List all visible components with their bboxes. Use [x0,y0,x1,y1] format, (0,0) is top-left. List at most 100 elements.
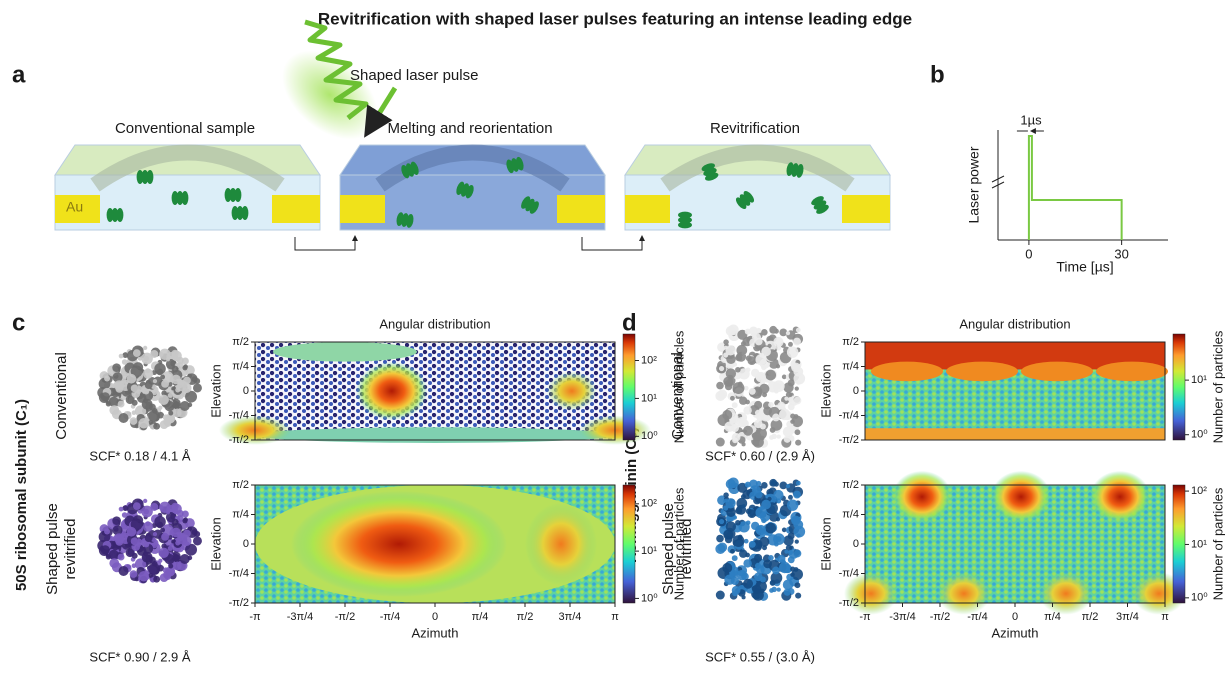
render-blob [148,410,160,422]
render-blob [148,420,153,425]
render-blob [749,541,756,548]
heatmap: -π/2-π/40π/4π/2 [219,336,651,446]
render-blob [726,368,736,378]
render-blob [175,540,180,545]
density-region [937,572,991,614]
render-blob [793,338,801,346]
render-blob [193,383,202,392]
render-blob [172,519,179,526]
y-tick-label: π/4 [842,508,859,520]
density-region [946,362,1018,382]
render-blob [172,366,179,373]
render-blob [756,328,761,333]
x-tick-label: -3π/4 [287,611,314,623]
render-blob [744,386,749,391]
render-blob [153,576,160,583]
render-blob [756,481,761,486]
render-blob [786,484,790,488]
render-blob [788,550,793,555]
particle [678,212,692,229]
colorbar-tick-label: 10² [641,354,657,366]
render-blob [171,375,181,385]
render-blob [787,499,798,510]
render-blob [761,347,771,357]
render-blob [132,563,137,568]
render-blob [112,516,121,525]
render-blob [773,533,785,545]
render-blob [795,387,799,391]
render-blob [733,535,745,547]
particle-lobe [117,208,124,222]
particle [786,162,805,179]
render-blob [752,585,761,594]
structure-render [715,324,805,447]
render-blob [145,534,153,542]
y-tick-label: 0 [853,385,859,397]
x-tick-label: -π [249,611,261,623]
sample-box [55,145,320,230]
render-blob [122,359,128,365]
y-tick-label: 0 [243,385,249,397]
particle-lobe [182,191,189,205]
scf-label: SCF* 0.90 / 2.9 Å [89,649,190,664]
render-blob [716,591,725,600]
colorbar [1173,485,1185,603]
render-blob [127,374,137,384]
render-blob [788,495,793,500]
condition-label: Shaped pulse [660,503,677,595]
x-tick-label: 30 [1114,246,1128,261]
particle [225,188,242,202]
x-tick-label: 0 [1025,246,1032,261]
render-blob [735,367,741,373]
panel-label: a [12,61,26,88]
y-tick-label: -π/2 [229,434,249,446]
render-blob [790,414,795,419]
render-blob [784,549,788,553]
density-region [255,427,615,443]
x-tick-label: -π [859,611,871,623]
render-blob [109,405,119,415]
density-region [547,371,597,410]
density-region [273,342,417,362]
y-tick-label: -π/2 [839,434,859,446]
render-blob [755,410,761,416]
render-blob [150,350,158,358]
y-axis-label: Elevation [208,517,223,570]
render-blob [139,418,149,428]
density-region [1021,362,1093,382]
render-blob [761,500,771,510]
render-blob [773,337,783,347]
render-blob [725,498,735,508]
render-blob [777,435,781,439]
render-blob [133,502,141,510]
render-blob [122,512,128,518]
colorbar-tick-label: 10¹ [1191,374,1207,386]
colorbar [623,485,635,603]
render-blob [791,363,801,373]
render-blob [139,571,149,581]
colorbar-tick-label: 10⁰ [641,430,658,442]
render-blob [143,499,147,503]
density-region [291,491,507,597]
render-blob [722,563,732,573]
density-region [1090,471,1150,523]
density-region [871,362,943,382]
render-blob [788,403,795,410]
render-blob [730,396,735,401]
render-blob [168,393,173,398]
render-blob [755,491,763,499]
render-blob [777,555,785,563]
render-blob [168,564,173,569]
render-blob [779,409,790,420]
render-blob [726,479,736,489]
heatmap: -π/2-π/40π/4π/2 [839,336,1168,446]
y-axis-label: Elevation [818,364,833,417]
render-blob [731,424,739,432]
colorbar-tick-label: 10² [641,498,657,510]
gold [557,195,605,223]
render-blob [104,528,110,534]
render-blob [772,567,780,575]
render-blob [788,342,793,347]
render-blob [749,388,756,395]
y-axis-label: Elevation [818,517,833,570]
